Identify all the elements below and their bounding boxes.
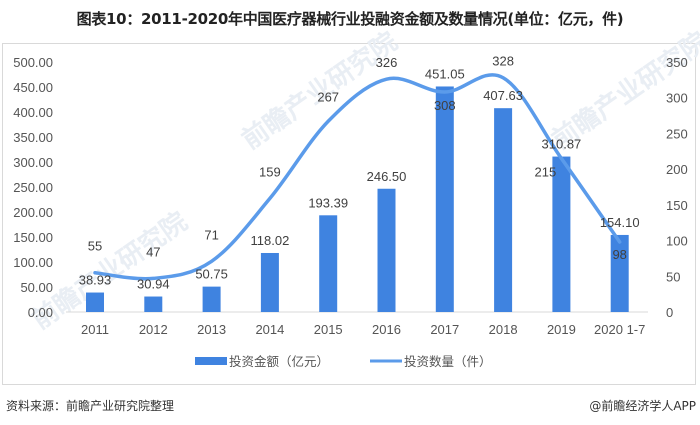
bar (610, 234, 629, 312)
left-axis-tick: 200.00 (13, 205, 53, 220)
left-axis-tick: 350.00 (13, 130, 53, 145)
bar-value-label: 451.05 (425, 66, 465, 81)
legend-bar-swatch-icon (195, 357, 227, 365)
line-value-label: 55 (88, 239, 102, 254)
line-value-label: 159 (259, 164, 281, 179)
right-axis-tick: 300 (666, 91, 688, 106)
bar (202, 286, 221, 312)
left-axis-tick: 50.00 (20, 280, 53, 295)
line-value-label: 71 (204, 227, 218, 242)
line-value-label: 47 (146, 244, 160, 259)
right-axis-tick: 200 (666, 162, 688, 177)
x-axis-tick: 2019 (547, 322, 576, 337)
line-value-label: 215 (535, 164, 557, 179)
right-axis-tick: 0 (666, 305, 673, 320)
x-axis-tick: 2014 (255, 322, 284, 337)
bar-value-label: 246.50 (367, 169, 407, 184)
x-axis-tick: 2017 (430, 322, 459, 337)
bar-data-labels: 38.93 30.94 50.75 118.02 193.39 246.50 451.05 4… (79, 66, 640, 291)
legend-line-label: 投资数量（件） (404, 354, 492, 369)
bar (144, 296, 163, 312)
line-value-label: 98 (612, 247, 626, 262)
x-axis-tick: 2020 1-7 (594, 322, 645, 337)
bar-series-investment-amount (86, 86, 629, 312)
bar-value-label: 154.10 (600, 215, 640, 230)
bar (435, 86, 454, 312)
left-y-axis: 0.00 50.00 100.00 150.00 200.00 250.00 300.00 3… (13, 55, 53, 320)
right-axis-tick: 50 (666, 269, 680, 284)
bar (319, 215, 338, 312)
bar-value-label: 193.39 (308, 195, 348, 210)
right-axis-tick: 250 (666, 126, 688, 141)
bar-value-label: 118.02 (251, 233, 290, 248)
line-value-label: 267 (317, 89, 339, 104)
line-series-investment-count (93, 73, 622, 281)
bar (494, 108, 513, 312)
bar (552, 156, 571, 312)
x-axis-tick: 2015 (314, 322, 343, 337)
line-data-labels: 55 47 71 159 267 326 308 328 215 98 (88, 54, 627, 262)
left-axis-tick: 250.00 (13, 180, 53, 195)
x-axis-tick: 2018 (489, 322, 518, 337)
left-axis-tick: 0.00 (28, 305, 53, 320)
chart-title: 图表10：2011-2020年中国医疗器械行业投融资金额及数量情况(单位：亿元，… (76, 10, 624, 28)
bar-value-label: 38.93 (79, 273, 112, 288)
right-axis-tick: 150 (666, 198, 688, 213)
right-axis-tick: 100 (666, 234, 688, 249)
left-axis-tick: 150.00 (13, 230, 53, 245)
bar (260, 252, 279, 312)
legend: 投资金额（亿元） 投资数量（件） (195, 354, 492, 369)
line-value-label: 308 (434, 98, 456, 113)
bar (377, 188, 396, 312)
x-axis-tick: 2011 (81, 322, 109, 337)
left-axis-tick: 500.00 (13, 55, 53, 70)
source-note: 资料来源：前瞻产业研究院整理 (6, 399, 175, 413)
bar-value-label: 30.94 (137, 277, 170, 292)
bar-value-label: 407.63 (483, 88, 523, 103)
bar-value-label: 50.75 (195, 267, 228, 282)
x-axis-tick: 2016 (372, 322, 401, 337)
left-axis-tick: 100.00 (13, 255, 53, 270)
left-axis-tick: 450.00 (13, 80, 53, 95)
x-axis-tick: 2012 (139, 322, 168, 337)
chart-frame (2, 43, 696, 385)
right-axis-tick: 350 (666, 55, 688, 70)
credit-note: @前瞻经济学人APP (589, 399, 696, 413)
bar-value-label: 310.87 (542, 137, 582, 152)
left-axis-tick: 400.00 (13, 105, 53, 120)
bar (86, 292, 104, 312)
legend-bar-label: 投资金额（亿元） (229, 354, 329, 369)
line-value-label: 326 (376, 55, 398, 70)
left-axis-tick: 300.00 (13, 155, 53, 170)
x-axis-labels: 2011 2012 2013 2014 2015 2016 2017 2018 2019 2020… (81, 322, 645, 337)
x-axis-tick: 2013 (197, 322, 226, 337)
right-y-axis: 0 50 100 150 200 250 300 350 (666, 55, 688, 320)
line-value-label: 328 (492, 54, 514, 69)
